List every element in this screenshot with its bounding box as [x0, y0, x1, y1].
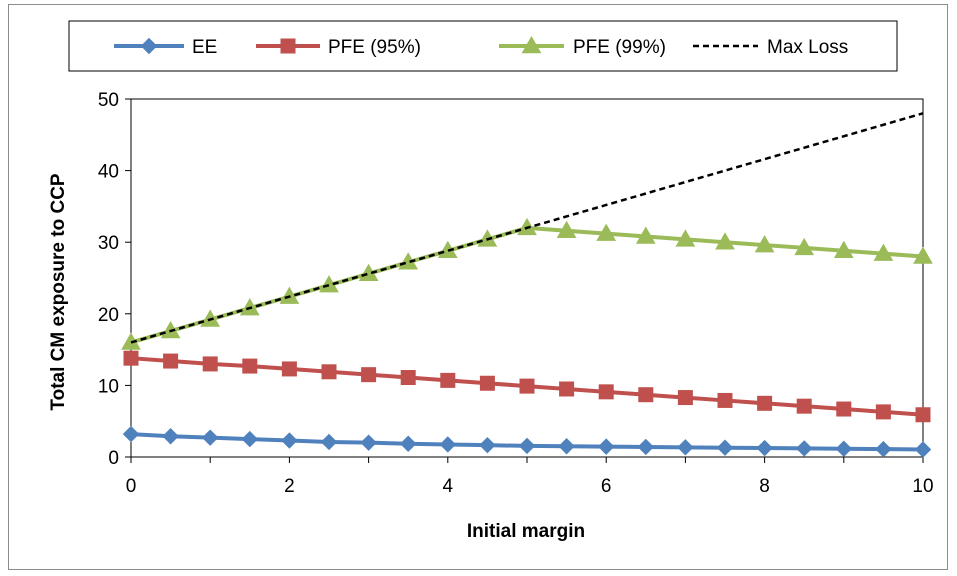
point-pfe-99: [596, 223, 617, 241]
point-pfe-95: [875, 404, 891, 420]
point-pfe-99: [675, 229, 696, 247]
point-ee: [162, 428, 179, 445]
x-tick-label: 2: [284, 476, 295, 497]
point-pfe-95: [796, 398, 812, 414]
point-pfe-99: [715, 232, 735, 250]
point-ee: [756, 439, 773, 457]
chart-frame: [8, 4, 948, 570]
point-ee: [875, 440, 892, 458]
point-pfe-99: [873, 243, 894, 261]
point-ee: [518, 437, 536, 455]
point-pfe-99: [556, 220, 577, 238]
point-ee: [281, 432, 298, 449]
y-tick-label: 30: [98, 233, 119, 254]
point-pfe-99: [913, 246, 933, 264]
point-ee: [320, 433, 338, 451]
y-tick-label: 20: [98, 305, 119, 326]
point-pfe-99: [833, 240, 854, 259]
y-axis-title: Total CM exposure to CCP: [48, 173, 69, 410]
point-pfe-95: [559, 381, 575, 397]
x-tick-label: 4: [443, 476, 454, 497]
point-pfe-95: [479, 375, 495, 391]
y-tick-label: 40: [98, 162, 119, 183]
legend-marker-ee: [140, 37, 158, 55]
point-pfe-95: [123, 350, 139, 366]
point-pfe-95: [519, 378, 535, 394]
point-ee: [479, 436, 496, 454]
series-line-max-loss: [130, 112, 924, 344]
point-ee: [637, 438, 655, 456]
point-pfe-95: [677, 390, 693, 406]
point-pfe-95: [400, 370, 416, 386]
point-ee: [558, 438, 575, 455]
point-ee: [122, 425, 140, 443]
point-pfe-95: [163, 353, 179, 369]
point-ee: [201, 429, 219, 446]
x-axis-title: Initial margin: [467, 521, 585, 542]
point-pfe-99: [754, 235, 775, 253]
point-ee: [241, 430, 259, 448]
point-pfe-95: [836, 401, 852, 417]
x-tick-label: 8: [759, 476, 770, 497]
point-pfe-95: [915, 407, 931, 423]
legend-marker-pfe-99: [521, 35, 542, 54]
point-ee: [439, 436, 457, 453]
x-tick-label: 0: [126, 476, 137, 497]
legend-box: [68, 20, 898, 72]
point-pfe-95: [361, 367, 377, 383]
point-ee: [360, 434, 377, 451]
y-tick-label: 10: [98, 376, 119, 397]
point-ee: [835, 440, 853, 457]
legend-label-ee: EE: [192, 37, 217, 58]
point-pfe-95: [598, 384, 614, 400]
point-ee: [597, 438, 615, 455]
point-ee: [716, 439, 734, 456]
point-pfe-95: [242, 358, 258, 374]
point-ee: [914, 441, 932, 458]
point-pfe-95: [440, 372, 456, 388]
legend-label-pfe-99: PFE (99%): [573, 37, 666, 58]
x-tick-label: 6: [601, 476, 612, 497]
legend-label-max-loss: Max Loss: [767, 37, 848, 58]
point-pfe-99: [635, 226, 656, 244]
legend-label-pfe-95: PFE (95%): [328, 37, 421, 58]
point-pfe-95: [202, 356, 218, 372]
legend-marker-pfe-95: [280, 38, 296, 54]
y-tick-label: 0: [108, 448, 119, 469]
point-pfe-95: [321, 364, 337, 380]
point-ee: [795, 440, 813, 457]
point-pfe-95: [717, 392, 733, 408]
point-ee: [677, 439, 694, 456]
point-ee: [399, 435, 417, 452]
x-tick-label: 10: [912, 476, 933, 497]
y-tick-label: 50: [98, 90, 119, 111]
point-pfe-95: [638, 387, 654, 403]
point-pfe-99: [794, 237, 815, 256]
point-pfe-95: [281, 361, 297, 377]
point-pfe-95: [757, 395, 773, 411]
